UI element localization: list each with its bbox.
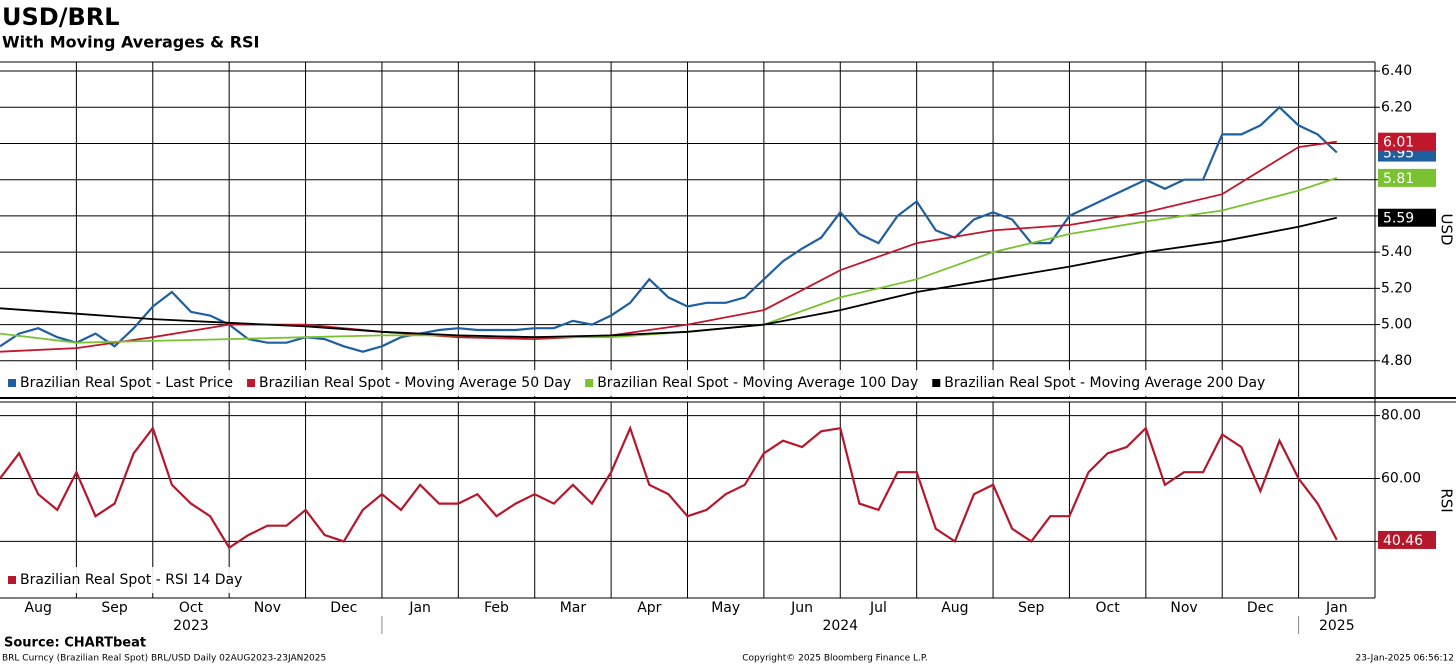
- x-group-label: 2024: [822, 618, 858, 634]
- legend-box: [0, 370, 1280, 396]
- legend-swatch: [932, 379, 941, 387]
- last-value-label: 5.81: [1383, 171, 1414, 187]
- x-tick-label: Feb: [484, 600, 509, 616]
- x-tick-label: Mar: [560, 600, 587, 616]
- x-tick-label: Sep: [101, 600, 128, 616]
- legend-swatch: [247, 379, 256, 387]
- legend-box: [0, 567, 257, 593]
- footer-left: BRL Curncy (Brazilian Real Spot) BRL/USD…: [2, 654, 326, 664]
- x-group-label: 2023: [173, 618, 209, 634]
- series-line: [0, 105, 1338, 353]
- y-axis-label: RSI: [1438, 488, 1456, 512]
- x-tick-label: Oct: [179, 600, 204, 616]
- legend-label: Brazilian Real Spot - Moving Average 200…: [944, 375, 1265, 391]
- last-value-label: 5.59: [1383, 211, 1414, 227]
- y-tick-label: 6.40: [1381, 63, 1412, 79]
- x-tick-label: Sep: [1018, 600, 1045, 616]
- x-tick-label: May: [711, 600, 740, 616]
- x-tick-label: Aug: [25, 600, 52, 616]
- x-tick-label: Aug: [941, 600, 968, 616]
- y-tick-label: 6.20: [1381, 99, 1412, 115]
- last-value-box: [1378, 208, 1436, 227]
- x-tick-label: Nov: [1170, 600, 1197, 616]
- x-group-label: 2025: [1319, 618, 1355, 634]
- x-tick-label: Jan: [1325, 600, 1348, 616]
- footer-center: Copyright© 2025 Bloomberg Finance L.P.: [742, 654, 927, 664]
- y-tick-label: 4.80: [1381, 353, 1412, 369]
- y-tick-label: 5.20: [1381, 280, 1412, 296]
- y-tick-label: 60.00: [1381, 470, 1421, 486]
- legend-label: Brazilian Real Spot - RSI 14 Day: [20, 572, 242, 588]
- y-tick-label: 80.00: [1381, 408, 1421, 424]
- source: Source: CHARTbeat: [4, 636, 146, 651]
- last-value-label: 6.01: [1383, 135, 1414, 151]
- legend-swatch: [8, 576, 16, 584]
- legend-swatch: [585, 379, 594, 387]
- chart-title: USD/BRL: [2, 3, 120, 31]
- legend-label: Brazilian Real Spot - Last Price: [20, 375, 233, 391]
- x-tick-label: Jun: [790, 600, 813, 616]
- x-tick-label: Apr: [637, 600, 661, 616]
- legend-swatch: [8, 379, 16, 387]
- legend-label: Brazilian Real Spot - Moving Average 50 …: [259, 375, 571, 391]
- series-line: [0, 216, 1338, 339]
- x-tick-label: Jul: [869, 600, 887, 616]
- y-axis-label: USD: [1438, 213, 1456, 245]
- series-line: [0, 425, 1338, 550]
- chart-subtitle: With Moving Averages & RSI: [2, 33, 259, 52]
- x-tick-label: Nov: [254, 600, 281, 616]
- last-value-box: [1378, 530, 1436, 549]
- series-line: [0, 140, 1337, 353]
- last-value-box: [1378, 132, 1436, 151]
- x-tick-label: Jan: [408, 600, 431, 616]
- y-tick-label: 5.00: [1381, 317, 1412, 333]
- y-tick-label: 5.40: [1381, 244, 1412, 260]
- footer-right: 23-Jan-2025 06:56:12: [1355, 654, 1454, 664]
- x-tick-label: Oct: [1096, 600, 1121, 616]
- x-tick-label: Dec: [1247, 600, 1274, 616]
- last-value-box: [1378, 168, 1436, 187]
- last-value-label: 40.46: [1383, 533, 1423, 549]
- x-tick-label: Dec: [330, 600, 357, 616]
- legend-label: Brazilian Real Spot - Moving Average 100…: [597, 375, 918, 391]
